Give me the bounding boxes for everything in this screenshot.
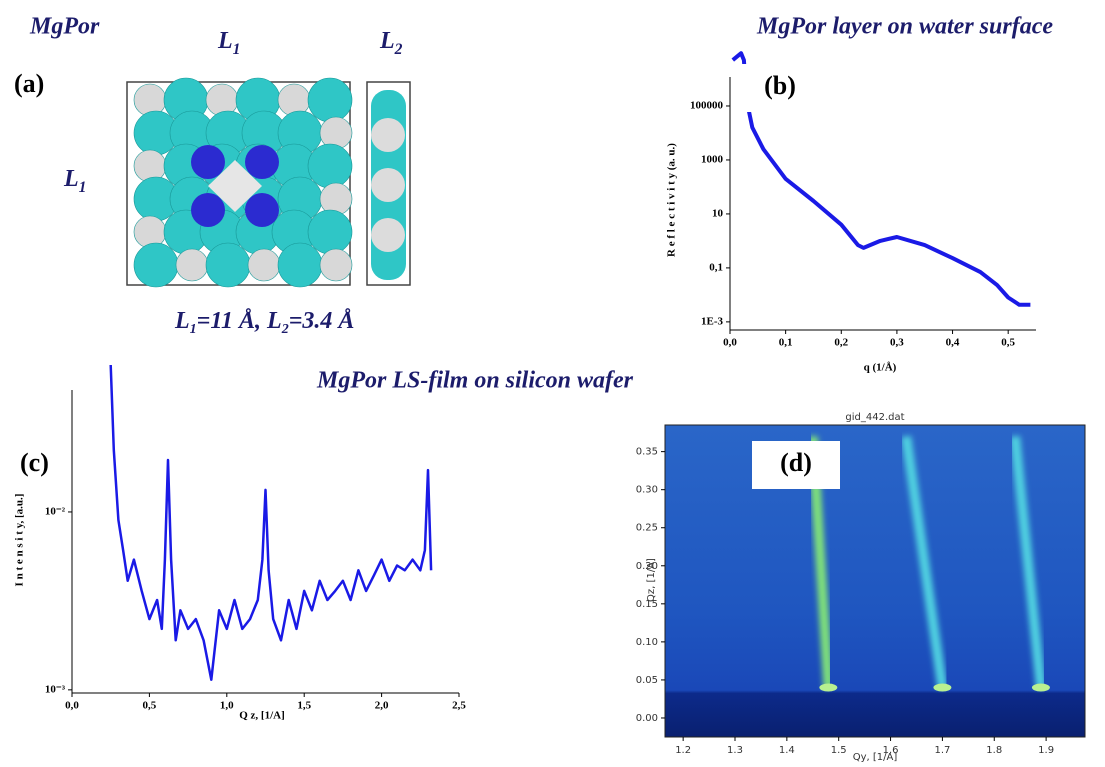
atom	[320, 117, 352, 149]
y-tick-label: 10⁻²	[45, 505, 66, 517]
atom	[308, 78, 352, 122]
formula-part: 2	[281, 322, 289, 337]
y-tick-label: 1E-3	[701, 315, 724, 327]
atom	[191, 193, 225, 227]
y-tick-label: 0.30	[636, 485, 658, 496]
label-main: L	[63, 166, 79, 192]
dimension-label: L1	[63, 166, 86, 197]
x-tick-label: 1.9	[1038, 745, 1054, 756]
atom	[308, 144, 352, 188]
panel-label: (c)	[20, 448, 49, 477]
formula-part: =3.4 Å	[289, 308, 355, 334]
atom	[320, 249, 352, 281]
peak-spot	[819, 684, 837, 692]
label-main: L	[379, 28, 395, 54]
y-axis-label: Qz, [1/A]	[646, 558, 657, 602]
label-sub: 1	[233, 41, 241, 58]
x-tick-label: 1.5	[831, 745, 847, 756]
heading: MgPor LS-film on silicon wafer	[316, 368, 634, 394]
atom	[308, 210, 352, 254]
y-tick-label: 100000	[690, 100, 724, 112]
x-tick-label: 0,5	[143, 700, 157, 712]
dimension-label: L1	[217, 28, 240, 59]
label-sub: 2	[394, 41, 403, 58]
atom	[191, 145, 225, 179]
atom	[371, 168, 405, 202]
y-tick-label: 10	[712, 207, 724, 219]
atom	[278, 84, 310, 116]
y-tick-label: 10⁻³	[45, 683, 66, 695]
x-tick-label: 1.7	[934, 745, 950, 756]
y-tick-label: 0.35	[636, 447, 658, 458]
x-tick-label: 0,0	[723, 337, 737, 349]
atom	[206, 243, 250, 287]
panel-label: (d)	[780, 448, 812, 477]
y-tick-label: 0.00	[636, 713, 658, 724]
chart-title: gid_442.dat	[845, 412, 904, 423]
y-tick-label: 0.05	[636, 675, 658, 686]
x-axis-label: q (1/Å)	[864, 362, 897, 374]
y-tick-label: 0,1	[709, 261, 723, 273]
y-tick-label: 0.25	[636, 523, 658, 534]
x-tick-label: 1.4	[779, 745, 795, 756]
x-tick-label: 0,2	[834, 337, 848, 349]
x-tick-label: 1.3	[727, 745, 743, 756]
label-sub: 1	[79, 179, 87, 196]
peak-spot	[1032, 684, 1050, 692]
data-line	[111, 365, 431, 680]
heading: MgPor layer on water surface	[756, 14, 1053, 40]
atom	[134, 243, 178, 287]
atom	[134, 84, 166, 116]
formula-part: 1	[190, 322, 197, 337]
dimension-label: L2	[379, 28, 403, 59]
atom	[176, 249, 208, 281]
x-tick-label: 2,5	[452, 700, 466, 712]
x-tick-label: 1,0	[220, 700, 234, 712]
atom	[245, 145, 279, 179]
atom	[278, 243, 322, 287]
atom	[245, 193, 279, 227]
atom	[206, 84, 238, 116]
y-tick-label: 1000	[701, 153, 724, 165]
panel-title: MgPor	[29, 14, 100, 40]
label-main: L	[217, 28, 233, 54]
x-tick-label: 0,5	[1001, 337, 1015, 349]
x-axis-label: Qy, [1/A]	[853, 752, 898, 763]
x-axis-label: Q z, [1/A]	[239, 710, 285, 722]
atom	[134, 216, 166, 248]
atom	[371, 118, 405, 152]
y-axis-label: I n t e n s i t y, [a.u.]	[14, 494, 26, 587]
formula-part: =11 Å,	[197, 308, 267, 334]
x-tick-label: 1,5	[297, 700, 311, 712]
formula-part: L	[174, 308, 190, 334]
atom	[248, 249, 280, 281]
x-tick-label: 1.2	[675, 745, 691, 756]
panel-label: (a)	[14, 69, 44, 98]
atom	[371, 218, 405, 252]
y-axis-label: R e f l e c t i v i t y (a. u.)	[666, 143, 678, 257]
x-tick-label: 0,4	[946, 337, 960, 349]
atom	[320, 183, 352, 215]
formula-part: L	[266, 308, 282, 334]
x-tick-label: 0,3	[890, 337, 904, 349]
x-tick-label: 2,0	[375, 700, 389, 712]
figure: MgPor (a) MgPor layer on water surface M…	[0, 0, 1105, 767]
y-tick-label: 0.10	[636, 637, 658, 648]
x-tick-label: 1.8	[986, 745, 1002, 756]
panel-label: (b)	[764, 71, 796, 100]
peak-spot	[933, 684, 951, 692]
atom	[134, 150, 166, 182]
molecule-drawing	[127, 78, 410, 287]
x-tick-label: 0,1	[779, 337, 793, 349]
formula: L1=11 Å, L2=3.4 Å	[174, 308, 354, 337]
x-tick-label: 0,0	[65, 700, 79, 712]
